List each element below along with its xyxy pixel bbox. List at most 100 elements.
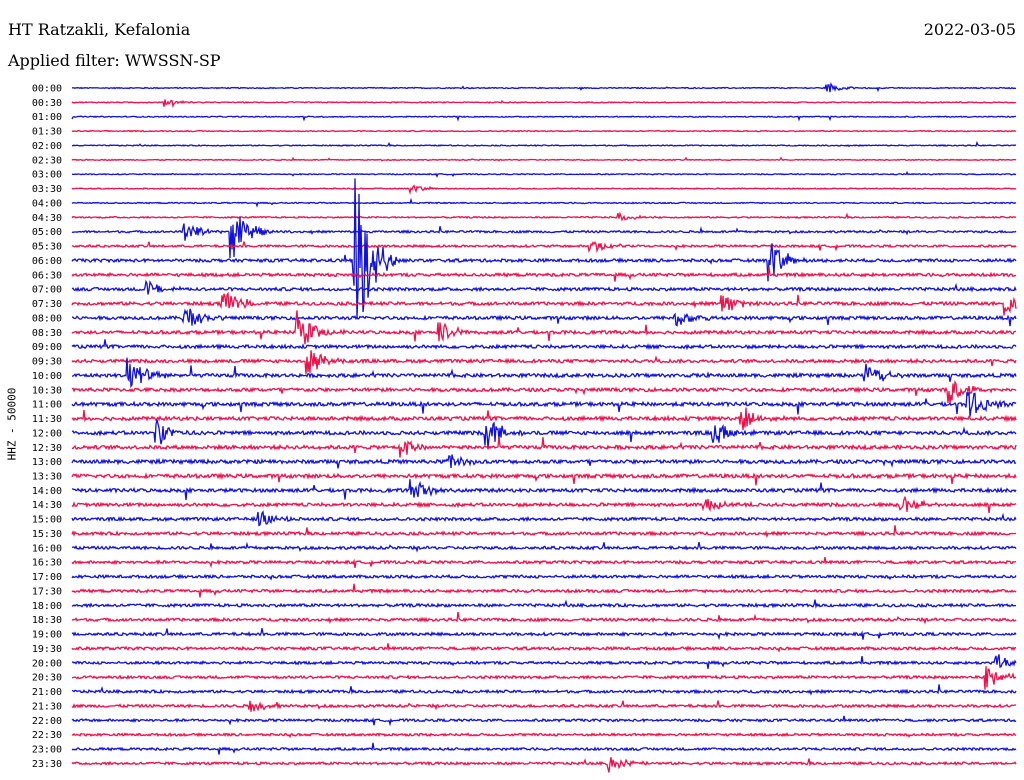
row-label: 05:30 [32,242,62,253]
trace-line [71,211,1017,222]
trace-line [71,643,1016,653]
row-label: 22:00 [32,716,62,727]
row-label: 21:00 [32,687,62,698]
trace-line [71,654,1017,669]
trace-line [71,628,1017,641]
trace-line [71,240,1017,254]
trace-line [71,115,1017,122]
trace-line [71,197,1017,208]
station-title: HT Ratzakli, Kefalonia [8,20,191,39]
row-label: 08:00 [32,313,62,324]
trace-line [71,472,1017,486]
trace-line [71,731,1017,739]
row-label: 07:30 [32,299,62,310]
trace-line [72,308,1017,327]
trace-line [71,82,1017,93]
row-label: 02:00 [32,141,62,152]
trace-line [71,184,1017,196]
trace-line [71,380,1017,404]
trace-line [72,357,1017,389]
trace-line [71,391,1017,417]
row-label: 18:00 [32,601,62,612]
trace-line [71,129,1017,133]
row-label: 06:00 [32,256,62,267]
trace-line [71,611,1017,625]
trace-line [72,541,1017,553]
row-label: 04:30 [32,213,62,224]
row-label: 17:30 [32,586,62,597]
trace-line [71,267,1017,282]
row-label: 23:00 [32,745,62,756]
row-label: 04:00 [32,198,62,209]
trace-line [71,279,1017,295]
trace-line [71,525,1017,539]
row-label: 07:00 [32,285,62,296]
row-label: 10:30 [32,385,62,396]
row-label: 12:00 [32,428,62,439]
trace-line [71,350,1017,375]
trace-line [71,583,1017,598]
row-label: 00:30 [32,98,62,109]
row-label: 03:00 [32,170,62,181]
row-label: 14:30 [32,500,62,511]
row-label: 16:00 [32,543,62,554]
trace-line [71,178,1017,318]
trace-line [71,556,1017,569]
trace-line [71,310,1016,345]
trace-line [72,170,1017,178]
trace-line [71,599,1017,609]
trace-line [71,419,1017,448]
trace-line [71,479,1017,501]
row-label: 02:30 [32,155,62,166]
row-label: 14:00 [32,486,62,497]
row-label: 13:00 [32,457,62,468]
row-label: 01:00 [32,112,62,123]
trace-line [71,495,1017,514]
row-label: 03:30 [32,184,62,195]
trace-line [71,156,1017,162]
trace-line [71,291,1017,316]
row-label: 20:30 [32,673,62,684]
trace-line [71,510,1017,527]
row-label: 10:00 [32,371,62,382]
row-label: 15:30 [32,529,62,540]
row-label: 09:30 [32,357,62,368]
row-label: 19:00 [32,630,62,641]
row-label: 13:30 [32,471,62,482]
row-label: 15:00 [32,515,62,526]
trace-line [71,216,1017,259]
row-label: 21:30 [32,701,62,712]
row-label: 00:00 [32,84,62,95]
row-label: 20:00 [32,658,62,669]
trace-line [71,339,1017,351]
row-label: 09:00 [32,342,62,353]
row-label: 22:30 [32,730,62,741]
row-label: 05:00 [32,227,62,238]
trace-line [71,684,1017,696]
trace-line [71,666,1017,690]
trace-line [71,700,1017,712]
row-label: 01:30 [32,127,62,138]
row-label: 08:30 [32,328,62,339]
row-label: 23:30 [32,759,62,770]
trace-line [72,436,1017,458]
row-label: 17:00 [32,572,62,583]
trace-line [71,757,1017,773]
date-label: 2022-03-05 [923,20,1016,39]
filter-label: Applied filter: WWSSN-SP [8,51,221,70]
row-label: 19:30 [32,644,62,655]
trace-line [71,573,1017,581]
row-label: 06:30 [32,270,62,281]
row-label: 18:30 [32,615,62,626]
row-label: 11:00 [32,400,62,411]
row-label: 11:30 [32,414,62,425]
row-label: 16:30 [32,558,62,569]
trace-line [71,715,1017,727]
trace-line [71,99,1016,109]
trace-line [71,454,1017,469]
trace-line [71,407,1017,431]
trace-line [71,140,1017,148]
trace-line [71,742,1017,755]
